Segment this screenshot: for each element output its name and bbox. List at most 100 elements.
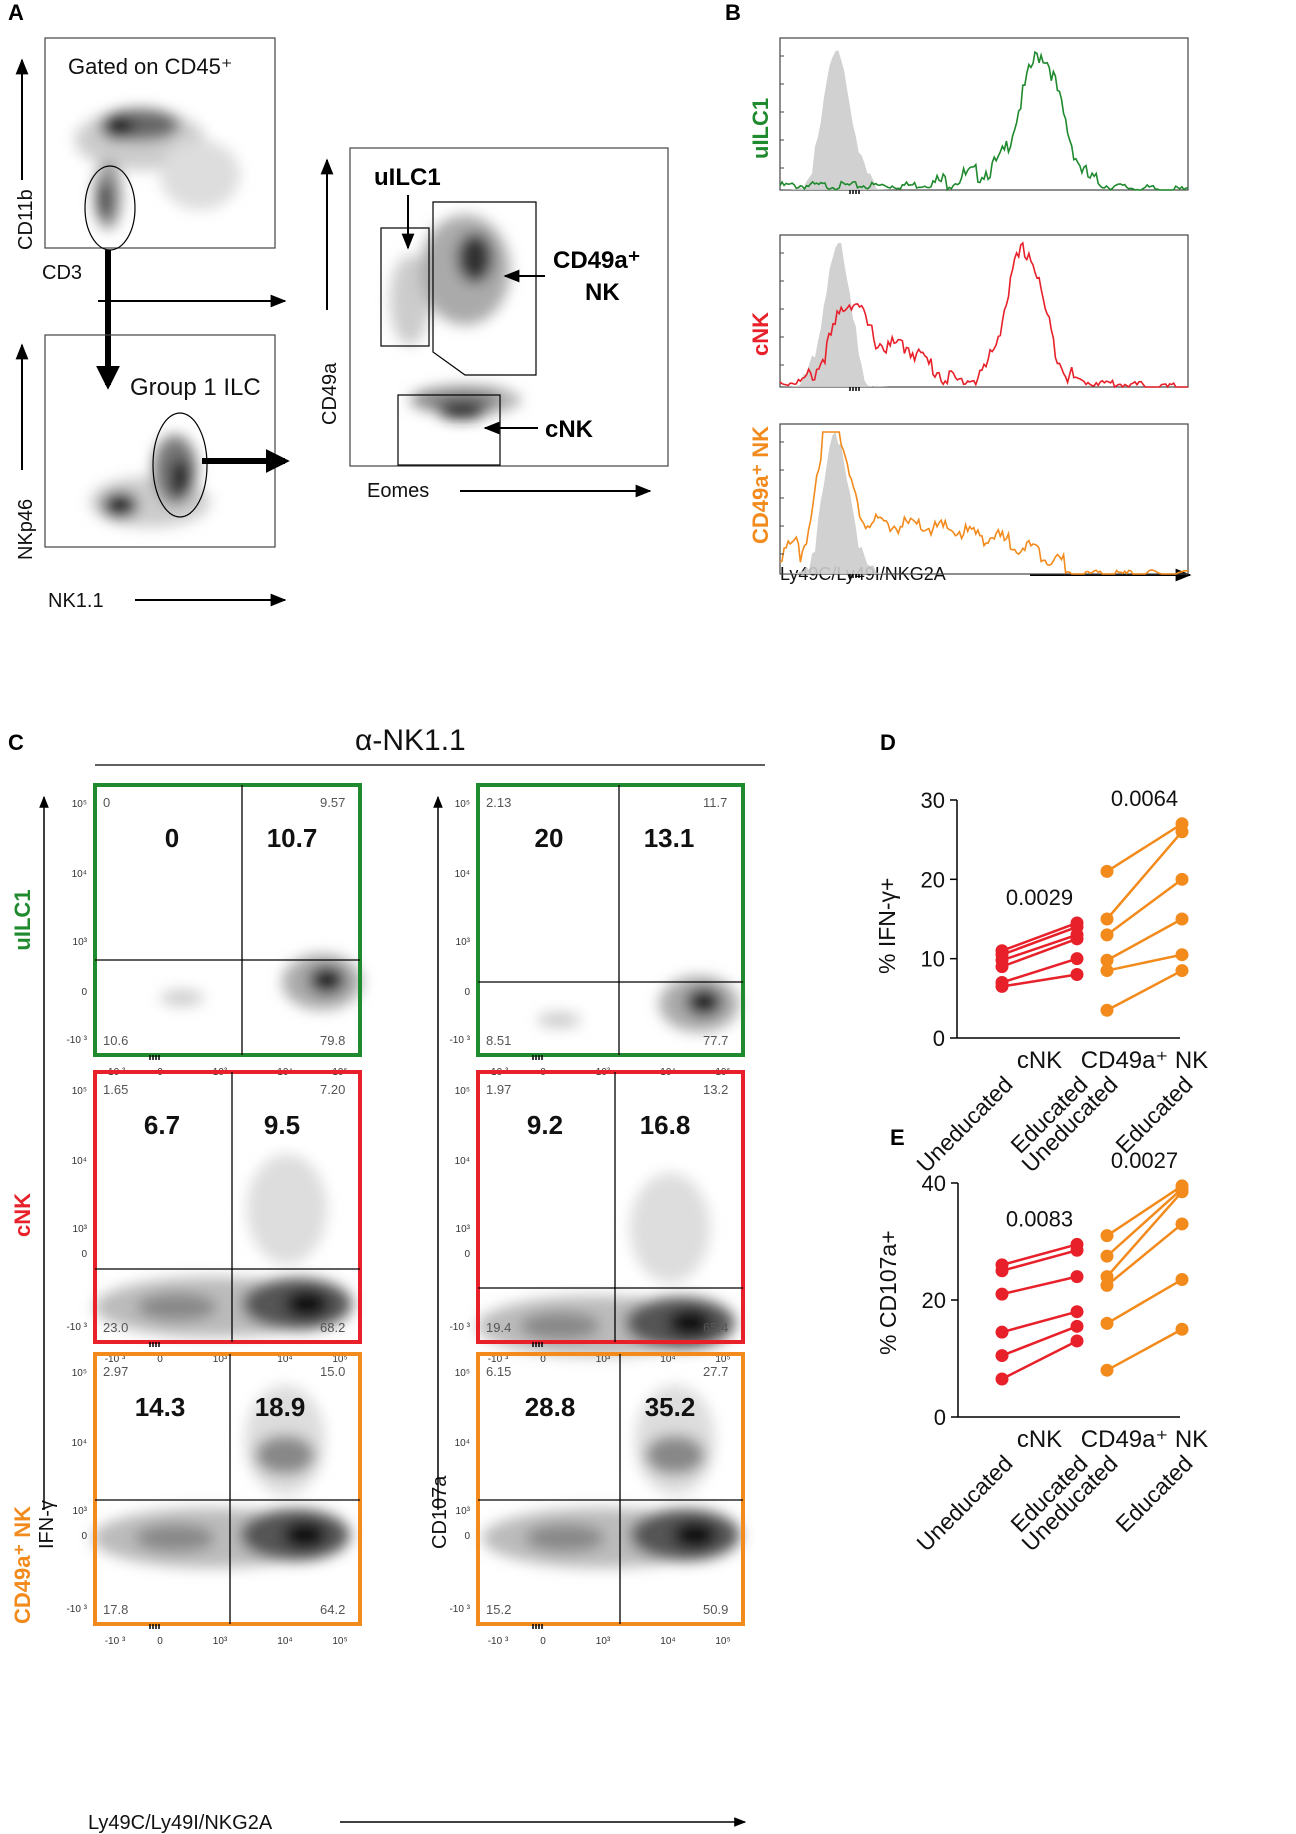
y-tick-label: 20 (922, 1288, 946, 1313)
x-tick-label: 10⁵ (715, 1636, 730, 1647)
y-tick-label: 10⁵ (455, 1086, 470, 1097)
quadrant-lr-value: 77.7 (703, 1033, 728, 1048)
x-tick-label: 10⁵ (332, 1354, 347, 1365)
nkp46-nk11-density (90, 435, 210, 527)
quadrant-ll-value: 23.0 (103, 1320, 128, 1335)
quadrant-ul-value: 6.15 (486, 1364, 511, 1379)
y-tick-label: 10³ (73, 1224, 88, 1235)
x-tick-label: 10³ (596, 1636, 611, 1647)
x-tick-label: 10³ (596, 1354, 611, 1365)
x-tick-label: 0 (540, 1636, 546, 1647)
y-tick-label: 0 (464, 1531, 470, 1542)
paired-line-cNK (1001, 925, 1078, 956)
cd49a-eomes-plot-frame (349, 147, 669, 467)
density-blob (309, 966, 345, 994)
p-value: 0.0027 (1111, 1148, 1178, 1173)
quadrant-plot-frame-6 (476, 1352, 745, 1626)
quadrant-plot-frame-1 (93, 783, 362, 1057)
quadrant-ll-value: 10.6 (103, 1033, 128, 1048)
paired-line-CD49a⁺ NK (1106, 1222, 1183, 1287)
p-value: 0.0083 (1006, 1206, 1073, 1231)
quadrant-ul-value: 2.97 (103, 1364, 128, 1379)
quadrant-density-2 (537, 976, 739, 1032)
quadrant-bold-right: 18.9 (255, 1392, 306, 1422)
y-tick-label: 10⁵ (72, 799, 87, 810)
x-tick-label: 10³ (213, 1636, 228, 1647)
paired-line-cNK (1001, 933, 1078, 962)
point-educated (1070, 1237, 1084, 1251)
panel-label-a: A (8, 0, 24, 25)
y-tick-label: 20 (921, 867, 945, 892)
paired-line-cNK (1001, 1249, 1078, 1272)
cd49a-eomes-density (390, 215, 520, 419)
point-educated (1175, 1217, 1189, 1231)
paired-line-cNK (1001, 921, 1078, 952)
point-uneducated (995, 1325, 1009, 1339)
gated-on-label: Gated on CD45⁺ (68, 54, 232, 79)
y-tick-label: -10 ³ (66, 1604, 87, 1615)
row-label-3: CD49a⁺ NK (10, 1506, 35, 1624)
quadrant-density-6 (482, 1385, 740, 1568)
quadrant-ul-value: 1.97 (486, 1082, 511, 1097)
uilc1-gate-label: uILC1 (374, 164, 441, 191)
quadrant-bold-left: 20 (535, 823, 564, 853)
y-tick-label: 10⁴ (72, 869, 87, 880)
panel-label-c: C (8, 730, 24, 755)
density-blob (135, 1524, 215, 1552)
group-label: CD49a⁺ NK (1081, 1426, 1208, 1453)
quadrant-plot-frame-4 (476, 1070, 745, 1344)
y-tick-label: 0 (464, 1249, 470, 1260)
histogram-row-label-1: uILC1 (748, 98, 773, 159)
quadrant-plot-frame-3 (93, 1070, 362, 1344)
point-educated (1175, 912, 1189, 926)
y-tick-label: 10⁵ (455, 799, 470, 810)
panel-c-title: α-NK1.1 (355, 724, 466, 757)
paired-line-CD49a⁺ NK (1106, 1328, 1183, 1372)
quadrant-ll-value: 17.8 (103, 1602, 128, 1617)
control-histogram-2 (780, 243, 1188, 387)
quadrant-ur-value: 9.57 (320, 795, 345, 810)
quadrant-density-4 (477, 1173, 735, 1356)
x-tick-label: -10 ³ (488, 1354, 509, 1365)
gate-ellipse-2 (152, 412, 208, 518)
paired-line-CD49a⁺ NK (1106, 1190, 1183, 1278)
group-label: cNK (1017, 1426, 1062, 1453)
density-blob (247, 1154, 327, 1264)
quadrant-bold-left: 9.2 (527, 1110, 563, 1140)
category-educated: Educated (1110, 1071, 1197, 1158)
density-blob (285, 1290, 329, 1318)
histogram-row-label-2: cNK (748, 312, 773, 356)
quadrant-lr-value: 68.2 (320, 1320, 345, 1335)
point-uneducated (1100, 1003, 1114, 1017)
paired-line-CD49a⁺ NK (1106, 830, 1183, 920)
cd11b-label: CD11b (15, 189, 37, 250)
nk11-label: NK1.1 (48, 590, 104, 612)
paired-line-CD49a⁺ NK (1106, 1187, 1183, 1258)
density-blob (673, 1521, 717, 1549)
quadrant-plot-frame-5 (93, 1352, 362, 1626)
x-tick-label: 10⁴ (277, 1354, 292, 1365)
y-tick-label: 0 (933, 1026, 945, 1051)
y-tick-label: 10⁴ (455, 1156, 470, 1167)
paired-line-CD49a⁺ NK (1106, 1278, 1183, 1325)
paired-line-CD49a⁺ NK (1106, 953, 1183, 972)
y-tick-label: 0 (934, 1405, 946, 1430)
point-educated (1175, 872, 1189, 886)
y-tick-label: 40 (922, 1171, 946, 1196)
density-blob (520, 1312, 600, 1340)
y-tick-label: 10³ (456, 937, 471, 948)
density-blob (160, 990, 204, 1006)
x-tick-label: 0 (540, 1354, 546, 1365)
y-tick-label: 0 (464, 987, 470, 998)
paired-line-cNK (1001, 1310, 1078, 1334)
y-tick-label: 10³ (73, 937, 88, 948)
cd49a-nk-gate (432, 201, 537, 376)
control-histogram-1 (780, 50, 1188, 191)
point-educated (1175, 817, 1189, 831)
y-tick-label: 10⁴ (72, 1438, 87, 1449)
quadrant-density-5 (92, 1385, 350, 1568)
point-educated (1070, 1334, 1084, 1348)
quadrant-bold-right: 10.7 (267, 823, 318, 853)
